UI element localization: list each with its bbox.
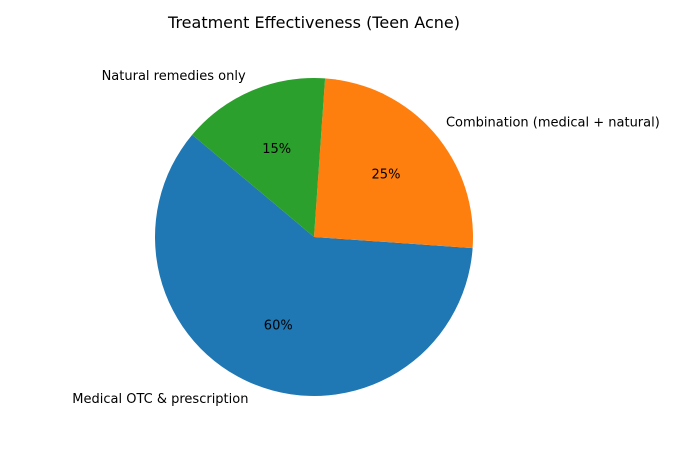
pie-slice (154, 134, 473, 397)
percent-label: 15% (262, 142, 291, 157)
slice-label: Combination (medical + natural) (446, 115, 660, 130)
slice-label: Medical OTC & prescription (72, 392, 248, 407)
pie-slice (192, 78, 326, 237)
slice-label: Natural remedies only (102, 69, 246, 84)
pie-slice (314, 78, 473, 249)
percent-label: 60% (264, 318, 293, 333)
chart-title: Treatment Effectiveness (Teen Acne) (167, 13, 460, 32)
percent-label: 25% (372, 167, 401, 182)
